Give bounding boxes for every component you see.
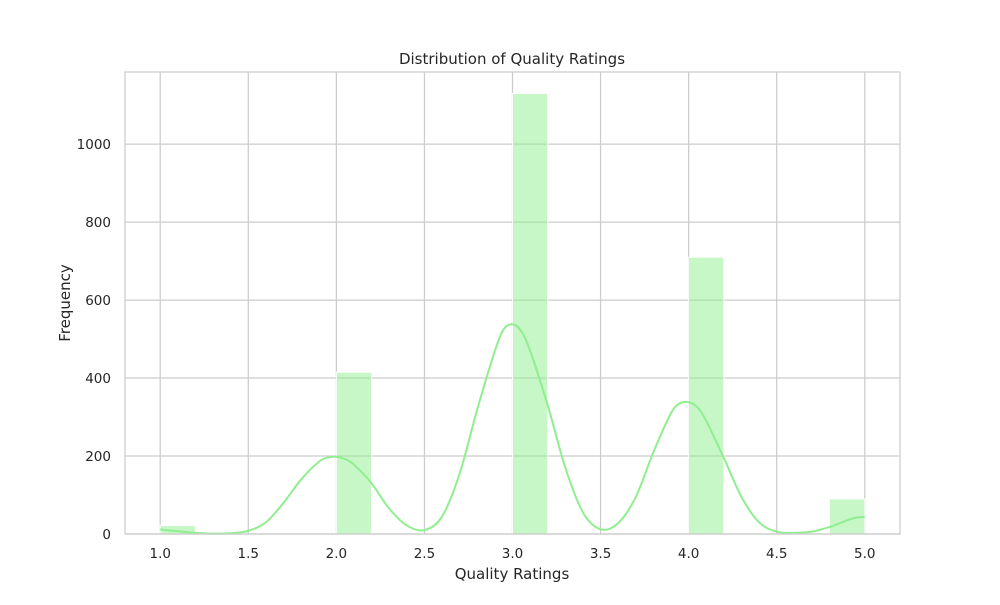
y-tick-label: 1000: [77, 137, 111, 153]
x-tick-label: 1.5: [238, 546, 259, 562]
kde-curve-layer: [160, 323, 865, 535]
x-tick-label: 3.5: [590, 546, 611, 562]
x-axis-ticks: 1.0 1.5 2.0 2.5 3.0 3.5 4.0 4.5 5.0: [149, 546, 875, 562]
histogram-bars: [159, 92, 866, 535]
y-tick-label: 200: [85, 449, 111, 465]
kde-curve: [160, 323, 865, 535]
chart-title: Distribution of Quality Ratings: [399, 50, 625, 68]
histogram-bar: [688, 256, 725, 535]
x-tick-label: 4.0: [678, 546, 699, 562]
y-axis-label: Frequency: [56, 264, 74, 342]
y-tick-label: 800: [85, 215, 111, 231]
x-tick-label: 4.5: [766, 546, 787, 562]
x-tick-label: 3.0: [502, 546, 523, 562]
x-tick-label: 1.0: [149, 546, 170, 562]
x-tick-label: 2.0: [326, 546, 347, 562]
plot-area-border: [124, 71, 901, 535]
histogram-bar: [512, 92, 549, 535]
y-axis-ticks: 0 200 400 600 800 1000: [77, 137, 111, 543]
y-tick-label: 400: [85, 371, 111, 387]
histogram-bar: [335, 371, 373, 535]
x-tick-label: 5.0: [854, 546, 875, 562]
x-tick-label: 2.5: [414, 546, 435, 562]
y-tick-label: 0: [102, 527, 111, 543]
y-tick-label: 600: [85, 293, 111, 309]
x-axis-label: Quality Ratings: [455, 565, 570, 583]
